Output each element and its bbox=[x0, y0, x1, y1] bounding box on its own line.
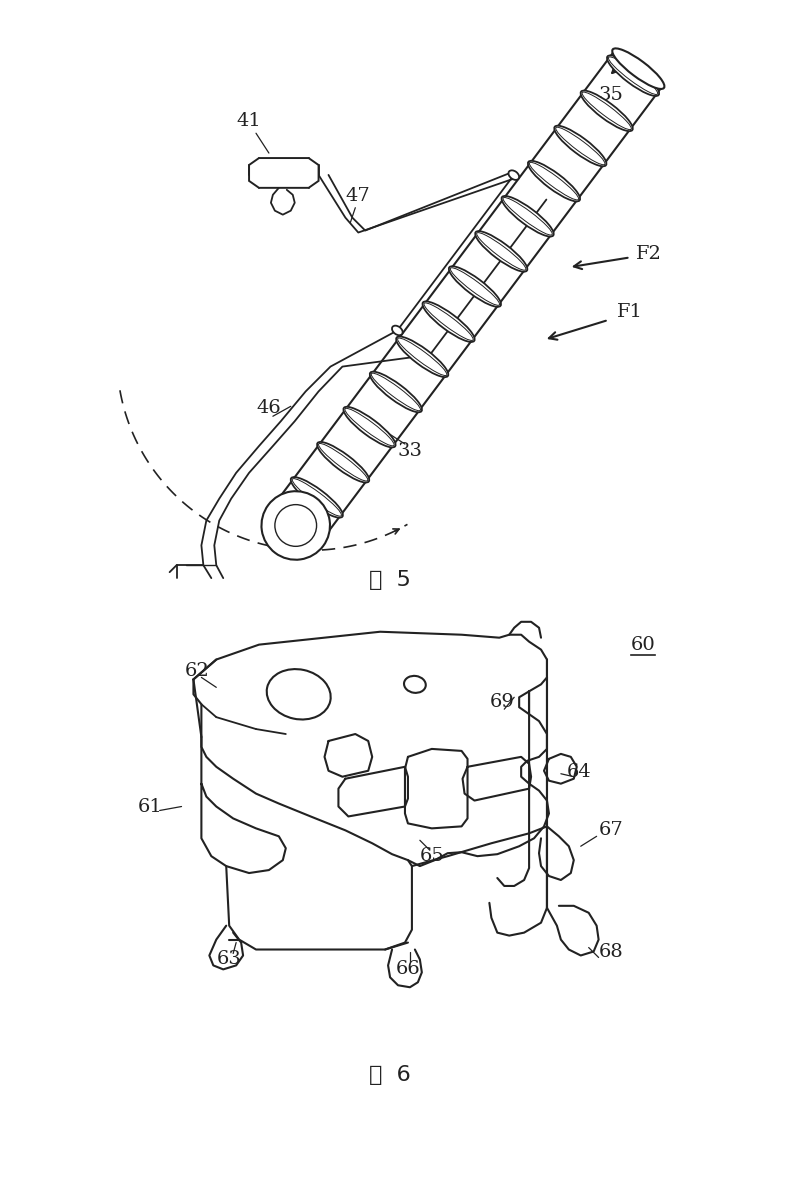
Text: 46: 46 bbox=[257, 399, 282, 417]
Ellipse shape bbox=[343, 406, 396, 448]
Text: 65: 65 bbox=[419, 847, 444, 865]
Text: 69: 69 bbox=[490, 694, 514, 712]
Ellipse shape bbox=[502, 196, 554, 236]
Text: 66: 66 bbox=[395, 960, 420, 979]
Ellipse shape bbox=[607, 56, 659, 96]
Text: 63: 63 bbox=[217, 950, 242, 968]
Text: 35: 35 bbox=[598, 87, 623, 105]
Text: 64: 64 bbox=[566, 763, 591, 781]
Ellipse shape bbox=[317, 442, 370, 482]
Ellipse shape bbox=[612, 49, 665, 89]
Ellipse shape bbox=[475, 232, 527, 272]
Text: 33: 33 bbox=[398, 442, 422, 460]
Ellipse shape bbox=[392, 326, 402, 335]
Ellipse shape bbox=[396, 336, 448, 377]
Ellipse shape bbox=[554, 126, 606, 166]
Text: F2: F2 bbox=[636, 246, 662, 264]
Ellipse shape bbox=[290, 478, 343, 518]
Ellipse shape bbox=[262, 491, 330, 560]
Text: 图  5: 图 5 bbox=[369, 570, 411, 590]
Ellipse shape bbox=[581, 90, 633, 131]
Ellipse shape bbox=[370, 372, 422, 412]
Ellipse shape bbox=[404, 676, 426, 693]
Ellipse shape bbox=[528, 160, 580, 202]
Text: 图  6: 图 6 bbox=[369, 1064, 411, 1085]
Text: 60: 60 bbox=[631, 636, 656, 653]
Text: 62: 62 bbox=[185, 663, 210, 681]
Ellipse shape bbox=[422, 302, 474, 342]
Text: 47: 47 bbox=[346, 187, 370, 204]
Ellipse shape bbox=[275, 505, 317, 546]
Polygon shape bbox=[249, 158, 318, 188]
Text: 61: 61 bbox=[138, 797, 162, 815]
Text: 68: 68 bbox=[598, 943, 623, 961]
Text: 67: 67 bbox=[598, 821, 623, 840]
Ellipse shape bbox=[449, 266, 501, 307]
Text: 41: 41 bbox=[237, 113, 262, 131]
Ellipse shape bbox=[509, 170, 519, 179]
Ellipse shape bbox=[266, 669, 330, 720]
Text: F1: F1 bbox=[617, 303, 642, 321]
